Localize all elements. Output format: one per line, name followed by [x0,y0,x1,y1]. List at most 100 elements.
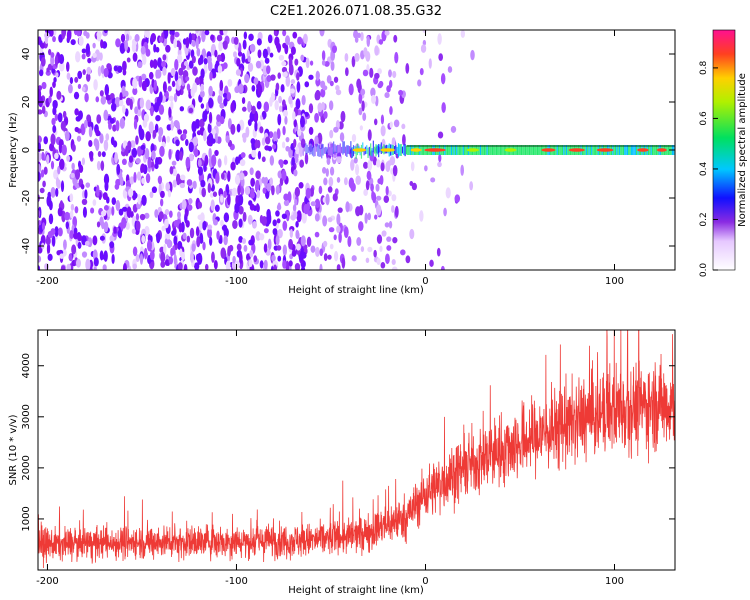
spectrogram-cell [233,51,237,58]
spectrogram-cell [247,119,252,127]
spectrogram-cell [208,147,212,159]
spectrogram-cell [170,68,176,77]
spectrogram-cell [96,31,102,39]
spectrogram-cell [196,47,201,57]
spectrogram-cell [47,230,53,239]
spectrogram-cell [150,105,154,117]
spectrogram-track-cell [363,148,365,156]
spectrogram-cell [99,235,105,241]
spectrogram-cell [263,259,268,270]
spectrogram-cell [256,101,262,110]
spectrogram-cell [179,106,185,112]
spectrogram-cell [126,206,132,218]
spectrogram-cell [211,154,217,167]
spectrogram-cell [144,30,149,38]
spectrogram-cell [234,86,240,94]
spectrogram-cell [158,104,165,115]
spectrogram-cell [92,199,97,206]
spectrogram-cell [151,186,158,194]
spectrogram-track-cell [362,142,364,153]
spectrogram-cell [202,220,207,231]
spectrogram-cell [164,238,168,245]
spectrogram-cell [54,54,59,67]
spectrogram-cell [253,255,258,263]
spectrogram-cell [351,55,356,68]
spectrogram-track-cell [649,145,651,155]
spectrogram-cell [74,76,79,83]
spectrogram-cell [141,177,146,185]
spectrogram-cell [165,182,171,192]
spectrogram-cell [301,211,307,224]
spectrogram-cell [140,45,146,55]
spectrogram-cell [386,245,392,251]
spectrogram-cell [327,186,333,193]
spectrogram-cell [70,203,75,211]
spectrogram-track-cell [403,144,405,156]
figure-title: C2E1.2026.071.08.35.G32 [270,4,442,19]
spectrogram-cell [292,204,297,212]
spectrogram-cell [92,235,98,246]
spectrogram-cell [249,167,254,176]
colorbar-ticks: 0.0 0.2 0.4 0.6 0.8 [699,60,718,277]
spectrogram-cell [173,235,178,246]
spectrogram-cell [50,160,55,170]
spectrogram-cell [223,97,228,107]
spectrogram-cell [232,220,238,229]
spectrogram-cell [188,32,192,45]
spectrogram-cell [238,235,243,243]
spectrogram-cell [117,65,123,74]
spectrogram-track-cell [460,145,462,155]
spectrogram-cell [330,61,335,71]
spectrogram-cell [188,60,194,69]
spectrogram-cell [222,92,228,98]
spectrogram-cell [188,198,193,205]
spectrogram-peak [352,148,367,152]
spectrogram-cell [204,30,210,36]
spectrogram-cell [173,254,177,266]
spectrogram-cell [298,182,304,189]
spectrogram-cell [110,102,117,112]
spectrogram-cell [345,201,350,213]
spectrogram-cell [238,194,244,206]
spectrogram-track-cell [585,145,587,155]
spectrogram-cell [419,68,424,76]
spectrogram-cell [113,226,117,234]
spectrogram-cell [278,105,283,113]
spectrogram-cell [132,87,138,96]
spectrogram-cell [119,42,126,54]
spectrogram-cell [38,246,43,254]
spectrogram-cell [375,204,382,216]
spectrogram-cell [293,169,298,177]
spectrogram-track-cell [448,145,450,155]
spectrogram-cell [447,66,453,73]
y-tick-label: 20 [21,96,32,109]
spectrogram-track-cell [593,145,595,155]
spectrogram-cell [95,96,100,103]
spectrogram-cell [119,176,124,187]
spectrogram-cell [309,60,314,66]
spectrogram-cell [308,74,314,80]
spectrogram-cell [104,84,110,97]
spectrogram-cell [61,144,67,156]
spectrogram-cell [133,118,138,130]
spectrogram-cell [438,53,443,61]
spectrogram-cell [226,92,232,101]
spectrogram-cell [88,139,93,148]
spectrogram-cell [348,83,354,96]
spectrogram-cell [241,52,246,64]
colorbar-tick-label: 0.6 [699,111,709,126]
spectrogram-cell [207,227,213,239]
spectrogram-track-cell [522,145,524,155]
spectrogram-cell [300,54,305,62]
spectrogram-cell [103,221,109,233]
spectrogram-cell [247,62,254,72]
spectrogram-cell [271,254,276,262]
spectrogram-track-cell [366,145,368,154]
spectrogram-cell [126,57,131,63]
spectrogram-cell [285,145,290,152]
spectrogram-cell [297,128,302,137]
spectrogram-track-cell [620,145,622,155]
spectrogram-cell [405,62,410,74]
spectrogram-track-cell [486,145,488,155]
spectrogram-cell [281,141,286,149]
